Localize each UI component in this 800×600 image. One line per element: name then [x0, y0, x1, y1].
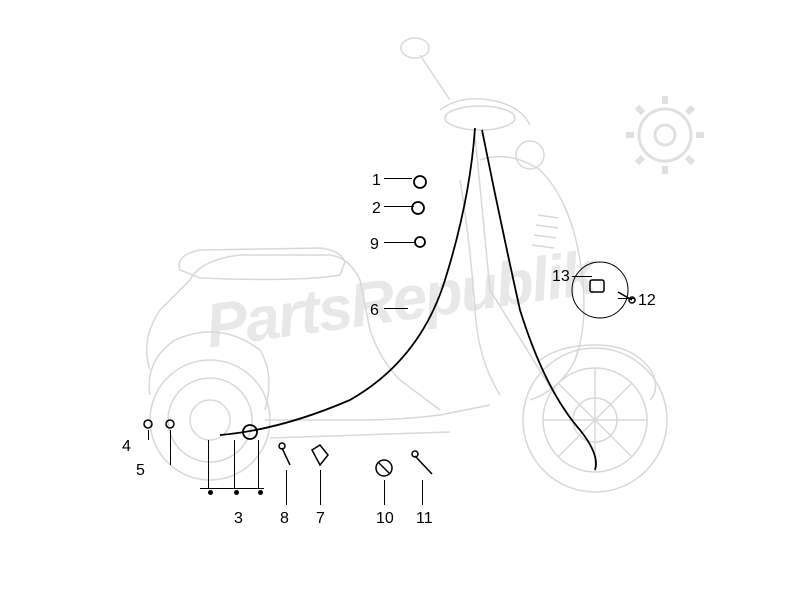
- callout-11: 11: [416, 510, 433, 528]
- callout-7: 7: [316, 510, 325, 528]
- leader-line: [320, 470, 321, 505]
- ref-dot: [258, 490, 263, 495]
- callout-9: 9: [370, 236, 379, 254]
- ref-dot: [234, 490, 239, 495]
- leader-line: [286, 470, 287, 505]
- leader-line: [384, 206, 414, 207]
- leader-line: [234, 440, 235, 488]
- callout-8: 8: [280, 510, 289, 528]
- leader-line: [208, 440, 209, 488]
- callout-12: 12: [638, 292, 656, 310]
- leader-line: [258, 440, 259, 488]
- leader-line: [384, 480, 385, 505]
- callout-10: 10: [376, 510, 394, 528]
- callout-2: 2: [372, 200, 381, 218]
- callout-3: 3: [234, 510, 243, 528]
- scooter-outline: [0, 0, 800, 600]
- leader-line: [148, 430, 149, 440]
- parts-diagram: PartsRepublik: [0, 0, 800, 600]
- callout-4: 4: [122, 438, 131, 456]
- leader-line: [572, 276, 592, 277]
- leader-line: [170, 430, 171, 465]
- leader-line: [200, 488, 264, 489]
- leader-line: [618, 298, 634, 299]
- leader-line: [384, 242, 416, 243]
- callout-5: 5: [136, 462, 145, 480]
- callout-13: 13: [552, 268, 570, 286]
- leader-line: [384, 308, 408, 309]
- callout-1: 1: [372, 172, 381, 190]
- leader-line: [422, 480, 423, 505]
- ref-dot: [208, 490, 213, 495]
- leader-line: [384, 178, 412, 179]
- callout-6: 6: [370, 302, 379, 320]
